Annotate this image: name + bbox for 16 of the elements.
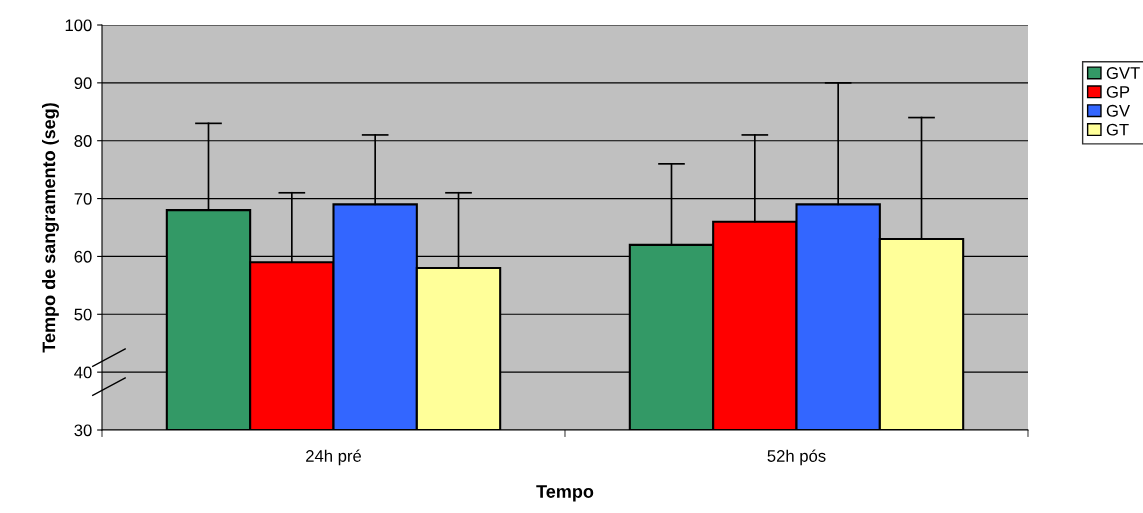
y-tick-label: 40 [74,366,92,379]
y-tick-label: 60 [74,250,92,263]
y-tick-label: 100 [65,19,92,32]
legend-label: GT [1106,123,1129,136]
legend-label: GV [1106,104,1130,117]
legend-label: GP [1106,85,1130,98]
x-tick-label: 24h pré [306,449,362,466]
legend-label: GVT [1106,67,1140,79]
y-tick-label: 70 [74,192,92,205]
y-axis-title: Tempo de sangramento (seg) [42,103,59,353]
y-tick-label: 30 [74,424,92,437]
x-tick-label: 52h pós [767,449,826,466]
y-tick-label: 50 [74,308,92,321]
y-tick-label: 90 [74,77,92,90]
y-tick-label: 80 [74,135,92,147]
x-axis-title: Tempo [536,485,594,502]
